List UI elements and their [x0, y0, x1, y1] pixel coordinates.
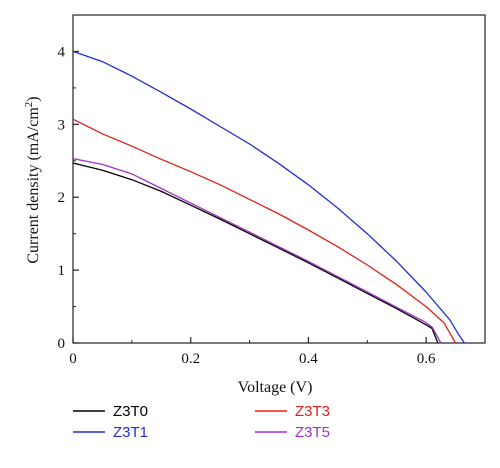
y-tick-label: 3 — [58, 117, 66, 133]
y-tick-label: 1 — [58, 263, 66, 279]
x-tick-label: 0.6 — [417, 351, 436, 367]
y-axis-label-main: Current density (mA/cm — [25, 107, 42, 264]
y-axis-label-close: ) — [25, 96, 42, 101]
y-tick-label: 4 — [58, 44, 66, 60]
legend-label-z3t3: Z3T3 — [295, 403, 330, 420]
x-tick-label: 0.2 — [181, 351, 200, 367]
plot-frame — [72, 14, 486, 344]
plot-border — [72, 14, 486, 344]
series-lines — [72, 50, 465, 344]
legend-label-z3t0: Z3T0 — [113, 403, 148, 420]
x-axis-ticks: 0 0.2 0.4 0.6 — [69, 337, 436, 367]
x-tick-label: 0 — [69, 351, 77, 367]
series-line-z3t5 — [72, 157, 442, 344]
y-axis-ticks: 0 1 2 3 4 — [58, 44, 79, 352]
y-tick-label: 0 — [58, 336, 66, 352]
y-tick-label: 2 — [58, 190, 66, 206]
x-axis-label: Voltage (V) — [238, 379, 313, 396]
y-axis-label-superscript: 2 — [23, 102, 35, 108]
x-tick-label: 0.4 — [299, 351, 318, 367]
series-line-z3t0 — [72, 162, 439, 344]
series-line-z3t1 — [72, 50, 465, 344]
series-line-z3t3 — [72, 118, 457, 344]
legend: Z3T0 Z3T1 Z3T3 Z3T5 — [73, 403, 330, 441]
legend-label-z3t5: Z3T5 — [295, 424, 330, 441]
y-axis-label: Current density (mA/cm2) — [23, 96, 42, 263]
legend-label-z3t1: Z3T1 — [113, 424, 148, 441]
